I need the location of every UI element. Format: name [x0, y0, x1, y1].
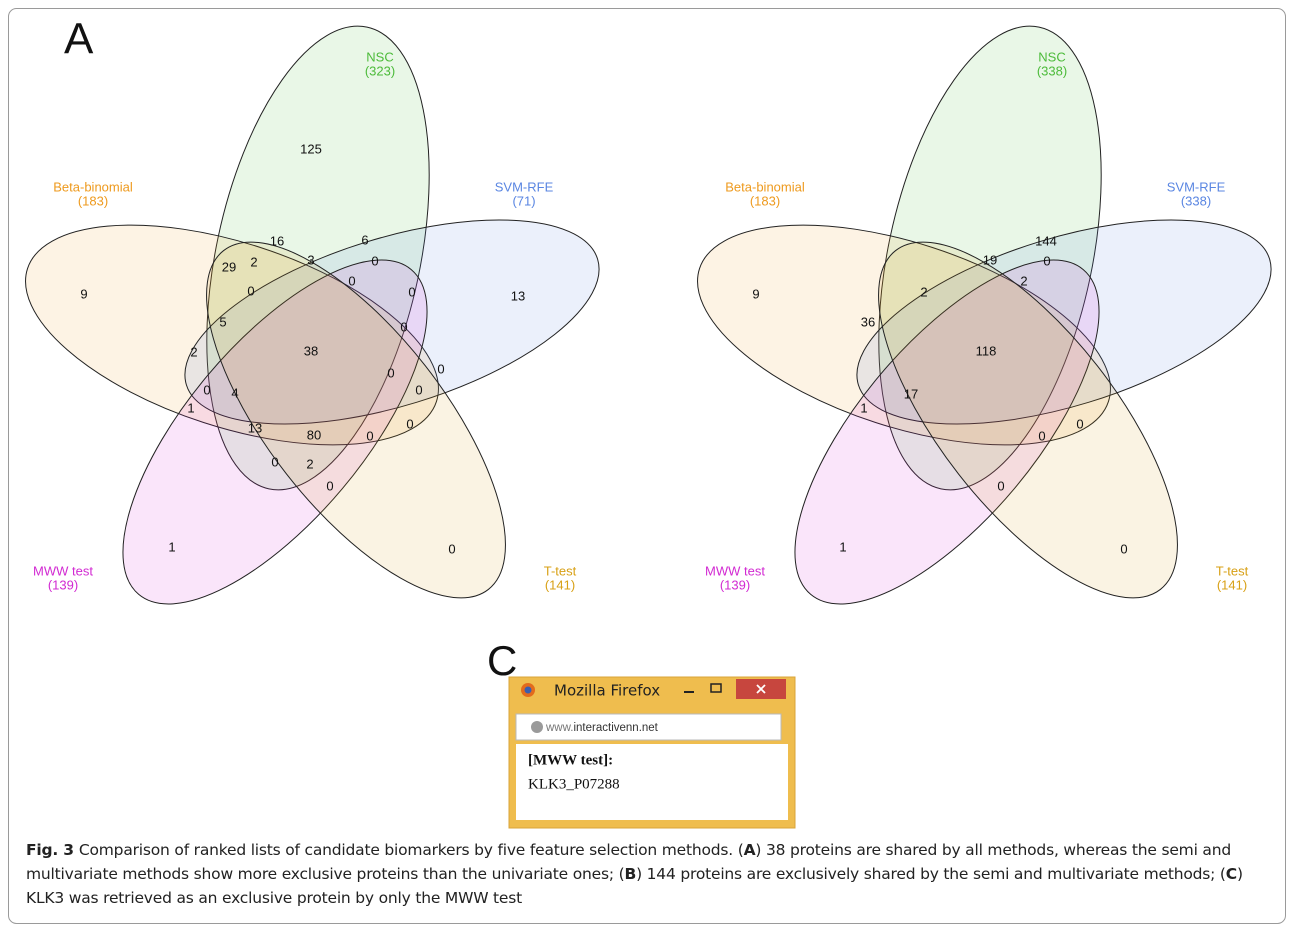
region-count: 6: [361, 232, 368, 247]
region-count: 1: [860, 400, 867, 415]
set-count: (323): [365, 63, 395, 78]
region-count: 5: [219, 314, 226, 329]
site-icon: [531, 721, 543, 733]
figure: ANSC(323)Beta-binomial(183)SVM-RFE(71)MW…: [0, 0, 1294, 931]
region-count: 1: [168, 539, 175, 554]
set-count: (139): [48, 577, 78, 592]
region-count: 3: [307, 252, 314, 267]
firefox-icon-globe: [525, 687, 532, 694]
region-count: 0: [448, 541, 455, 556]
set-name: MWW test: [705, 563, 765, 578]
browser-window: Mozilla Firefox www.interactivenn.net [M…: [509, 677, 795, 828]
url-domain: interactivenn.net: [573, 722, 658, 734]
region-count: 2: [920, 284, 927, 299]
region-count: 4: [231, 385, 238, 400]
region-count: 0: [1043, 253, 1050, 268]
set-count: (183): [78, 193, 108, 208]
caption: Fig. 3 Comparison of ranked lists of cand…: [26, 838, 1271, 910]
region-count: 80: [307, 427, 321, 442]
region-count: 2: [306, 456, 313, 471]
region-count: 38: [304, 343, 318, 358]
region-count: 2: [250, 254, 257, 269]
region-count: 1: [187, 400, 194, 415]
set-name: Beta-binomial: [725, 179, 805, 194]
region-count: 13: [511, 288, 525, 303]
region-count: 0: [437, 361, 444, 376]
set-count: (183): [750, 193, 780, 208]
set-count: (71): [512, 193, 535, 208]
region-count: 0: [1038, 428, 1045, 443]
set-name: T-test: [1216, 563, 1249, 578]
region-count: 0: [271, 454, 278, 469]
region-count: 0: [400, 319, 407, 334]
set-name: SVM-RFE: [1167, 179, 1226, 194]
region-count: 0: [997, 478, 1004, 493]
region-count: 0: [371, 253, 378, 268]
region-count: 0: [1076, 416, 1083, 431]
region-count: 16: [270, 233, 284, 248]
set-count: (338): [1037, 63, 1067, 78]
region-count: 0: [415, 382, 422, 397]
region-count: 0: [408, 284, 415, 299]
region-count: 9: [80, 286, 87, 301]
set-count: (338): [1181, 193, 1211, 208]
region-count: 0: [366, 428, 373, 443]
region-count: 0: [203, 382, 210, 397]
region-count: 13: [248, 420, 262, 435]
set-count: (139): [720, 577, 750, 592]
region-count: 0: [1120, 541, 1127, 556]
region-count: 2: [190, 344, 197, 359]
set-name: NSC: [366, 49, 393, 64]
caption-label: Fig. 3: [26, 841, 74, 859]
region-count: 1: [839, 539, 846, 554]
region-count: 29: [222, 259, 236, 274]
page: { "panels": [ { "letter": "A", "sets": […: [0, 0, 1294, 931]
venn-panel: BNSC(338)Beta-binomial(183)SVM-RFE(338)M…: [671, 6, 1294, 651]
popup-label: [MWW test]:: [528, 752, 613, 768]
url: www.interactivenn.net: [545, 722, 659, 734]
set-name: Beta-binomial: [53, 179, 133, 194]
panel-letter: A: [64, 15, 94, 64]
region-count: 36: [861, 314, 875, 329]
region-count: 19: [983, 252, 997, 267]
url-prefix: www.: [545, 722, 573, 734]
set-name: T-test: [544, 563, 577, 578]
region-count: 0: [387, 365, 394, 380]
window-title: Mozilla Firefox: [554, 682, 660, 700]
set-count: (141): [1217, 577, 1247, 592]
region-count: 118: [976, 343, 997, 358]
region-count: 0: [326, 478, 333, 493]
region-count: 17: [904, 386, 918, 401]
region-count: 2: [1020, 273, 1027, 288]
set-count: (141): [545, 577, 575, 592]
region-count: 144: [1035, 233, 1057, 248]
set-name: NSC: [1038, 49, 1065, 64]
caption-ref: B: [624, 865, 636, 883]
caption-ref: C: [1226, 865, 1237, 883]
region-count: 0: [247, 283, 254, 298]
caption-text: ) 144 proteins are exclusively shared by…: [636, 865, 1226, 883]
region-count: 0: [406, 416, 413, 431]
venn-panel: A NSC(323) Beta-binomial(183) SVM-RFE(71) MW…: [0, 6, 622, 651]
caption-ref: A: [744, 841, 756, 859]
set-name: MWW test: [33, 563, 93, 578]
set-name: SVM-RFE: [495, 179, 554, 194]
caption-text: Comparison of ranked lists of candidate …: [79, 841, 744, 859]
region-count: 9: [752, 286, 759, 301]
region-count: 125: [300, 141, 322, 156]
popup-content: KLK3_P07288: [528, 776, 620, 792]
region-count: 0: [348, 273, 355, 288]
